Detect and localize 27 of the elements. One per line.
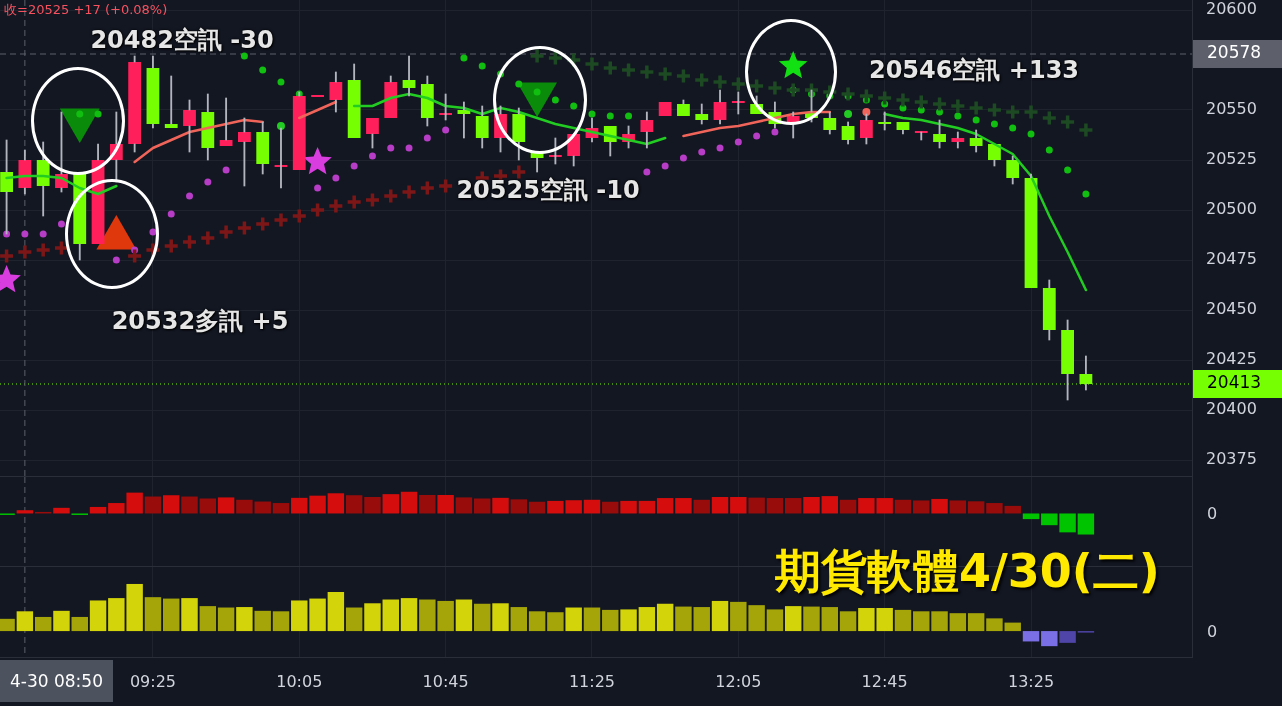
y-tick-label: 20450 [1206, 299, 1257, 319]
x-tick-label: 10:05 [276, 671, 323, 691]
y-tick-label: 20600 [1206, 0, 1257, 19]
x-tick-label: 09:25 [129, 671, 176, 691]
y-tick-label: 20425 [1206, 349, 1257, 369]
x-tick-label: 11:25 [568, 671, 616, 691]
y-tick-label: 20550 [1206, 99, 1257, 119]
text: 4-30 08:50 [0, 660, 113, 702]
annotation: 20525空訊 -10 [456, 175, 640, 206]
annotation: 20482空訊 -30 [90, 25, 274, 56]
annotation: 20532多訊 +5 [111, 306, 289, 337]
ref-line-label: 20578 [1207, 42, 1262, 63]
x-tick-label: 13:25 [1007, 671, 1055, 691]
x-tick-label: 10:45 [422, 671, 469, 691]
ref-line-label: 20413 [1207, 372, 1262, 393]
chart-subtitle: 收=20525 +17 (+0.08%) [4, 1, 168, 19]
y-tick-label: 20500 [1206, 199, 1257, 219]
text: 0 [1207, 503, 1218, 523]
annotation: 20546空訊 +133 [868, 55, 1080, 86]
x-tick-label: 12:45 [861, 671, 908, 691]
annotation: 期貨軟體4/30(二) [775, 543, 1160, 599]
text: 0 [1207, 621, 1218, 641]
y-tick-label: 20400 [1206, 399, 1257, 419]
y-tick-label: 20375 [1206, 449, 1257, 469]
y-tick-label: 20475 [1206, 249, 1257, 269]
y-tick-label: 20525 [1206, 149, 1257, 169]
x-tick-label: 12:05 [715, 671, 762, 691]
